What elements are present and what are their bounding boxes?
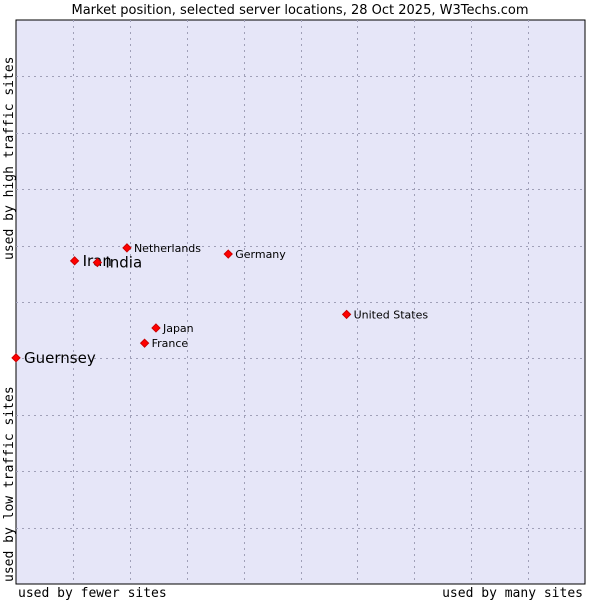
point-label: Guernsey [24, 349, 96, 367]
data-point-france: France [139, 337, 189, 350]
data-point-united-states: United States [341, 308, 429, 321]
point-label: Japan [162, 322, 194, 335]
data-point-netherlands: Netherlands [122, 242, 201, 255]
point-marker [341, 309, 352, 320]
grid [16, 20, 585, 584]
x-axis-label-right: used by many sites [442, 586, 583, 600]
point-label: Netherlands [134, 242, 201, 255]
point-marker [11, 353, 21, 363]
point-label: France [152, 337, 189, 350]
chart-title: Market position, selected server locatio… [71, 3, 528, 18]
data-point-germany: Germany [223, 248, 286, 261]
x-axis-label-left: used by fewer sites [18, 586, 167, 600]
point-marker [223, 249, 233, 259]
data-points: IranIndiaNetherlandsGermanyUnited States… [11, 242, 429, 367]
point-marker [92, 257, 103, 268]
point-label: United States [354, 308, 429, 321]
y-axis-label-bottom: used by low traffic sites [2, 386, 17, 582]
data-point-india: India [92, 254, 142, 272]
point-label: Germany [235, 248, 286, 261]
data-point-guernsey: Guernsey [11, 349, 96, 367]
point-label: India [105, 254, 142, 272]
point-marker [151, 323, 161, 333]
point-marker [139, 338, 150, 348]
y-axis-label-top: used by high traffic sites [2, 57, 17, 261]
data-point-japan: Japan [151, 322, 194, 335]
point-marker [69, 256, 80, 266]
point-marker [122, 243, 132, 253]
